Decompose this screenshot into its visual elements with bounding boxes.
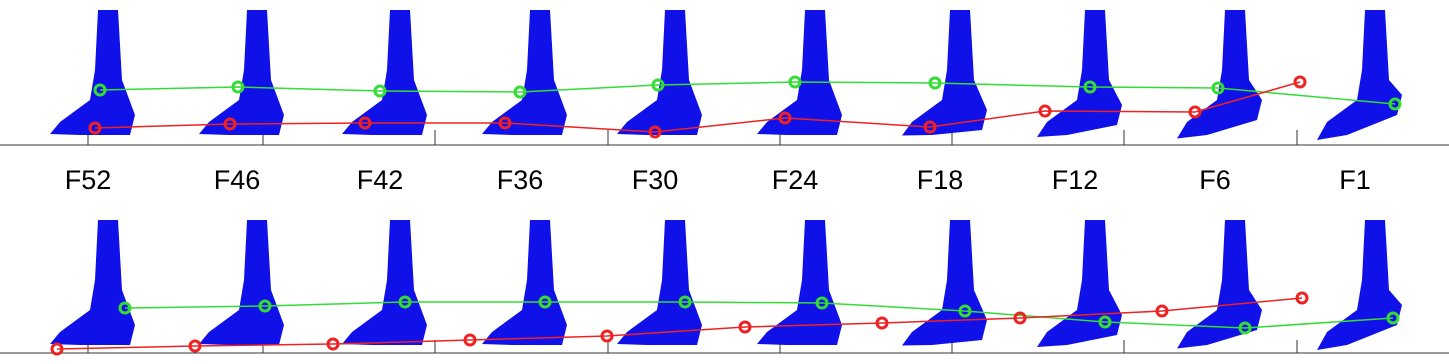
foot-point-cloud [757,10,842,135]
track-point [50,342,64,356]
track-point [678,295,692,309]
track-point [398,295,412,309]
frame-label: F6 [1199,165,1231,195]
track-point [1295,291,1309,305]
track-point [788,75,802,89]
foot-point-cloud [1317,10,1402,140]
frame-label: F12 [1052,165,1099,195]
track-point [1038,104,1052,118]
track-line [94,81,1301,133]
track-point [923,120,937,134]
frame-label: F52 [65,165,112,195]
track-point [1293,75,1307,89]
track-point [778,111,792,125]
track-point [223,117,237,131]
foot-point-cloud [1037,220,1122,347]
foot-point-cloud [199,10,284,135]
track-point [231,80,245,94]
foot-point-cloud [1177,220,1262,349]
track-point [463,333,477,347]
track-point [1238,321,1252,335]
track-point [1188,105,1202,119]
foot-point-cloud [757,220,842,345]
foot-point-cloud [342,10,427,135]
track-point [815,296,829,310]
foot-point-cloud [482,10,567,135]
frame-label: F30 [632,165,679,195]
track-point [928,76,942,90]
track-point [373,84,387,98]
track-point [498,116,512,130]
track-point [1388,97,1402,111]
track-point [88,121,102,135]
foot-point-cloud [482,220,567,345]
frame-label: F1 [1339,165,1371,195]
track-line [56,297,1303,350]
track-point [358,116,372,130]
track-point [1386,311,1400,325]
track-line [124,301,1394,329]
track-point [1013,311,1027,325]
frame-label: F36 [497,165,544,195]
foot-point-cloud [199,220,284,345]
foot-point-cloud [1317,220,1402,350]
track-point [513,85,527,99]
foot-point-cloud [617,10,702,135]
track-point [1155,304,1169,318]
track-point [1098,315,1112,329]
frame-label: F42 [357,165,404,195]
track-point [738,320,752,334]
foot-point-cloud [902,220,987,346]
track-point [651,78,665,92]
foot-point-cloud [50,220,135,345]
track-point [648,125,662,139]
foot-point-cloud [50,10,135,135]
track-point [600,329,614,343]
foot-point-cloud [342,220,427,345]
track-point [258,299,272,313]
track-point [188,339,202,353]
foot-point-cloud [1037,10,1122,137]
track-point [1211,81,1225,95]
foot-point-cloud [1177,10,1262,139]
track-line [99,81,1396,105]
track-point [118,301,132,315]
track-point [326,337,340,351]
track-point [93,83,107,97]
foot-point-cloud [617,220,702,345]
frame-label: F18 [917,165,964,195]
track-point [958,304,972,318]
track-point [538,295,552,309]
track-point [875,316,889,330]
track-point [1083,80,1097,94]
foot-point-cloud [902,10,987,136]
frame-label: F24 [772,165,819,195]
frame-label: F46 [214,165,261,195]
